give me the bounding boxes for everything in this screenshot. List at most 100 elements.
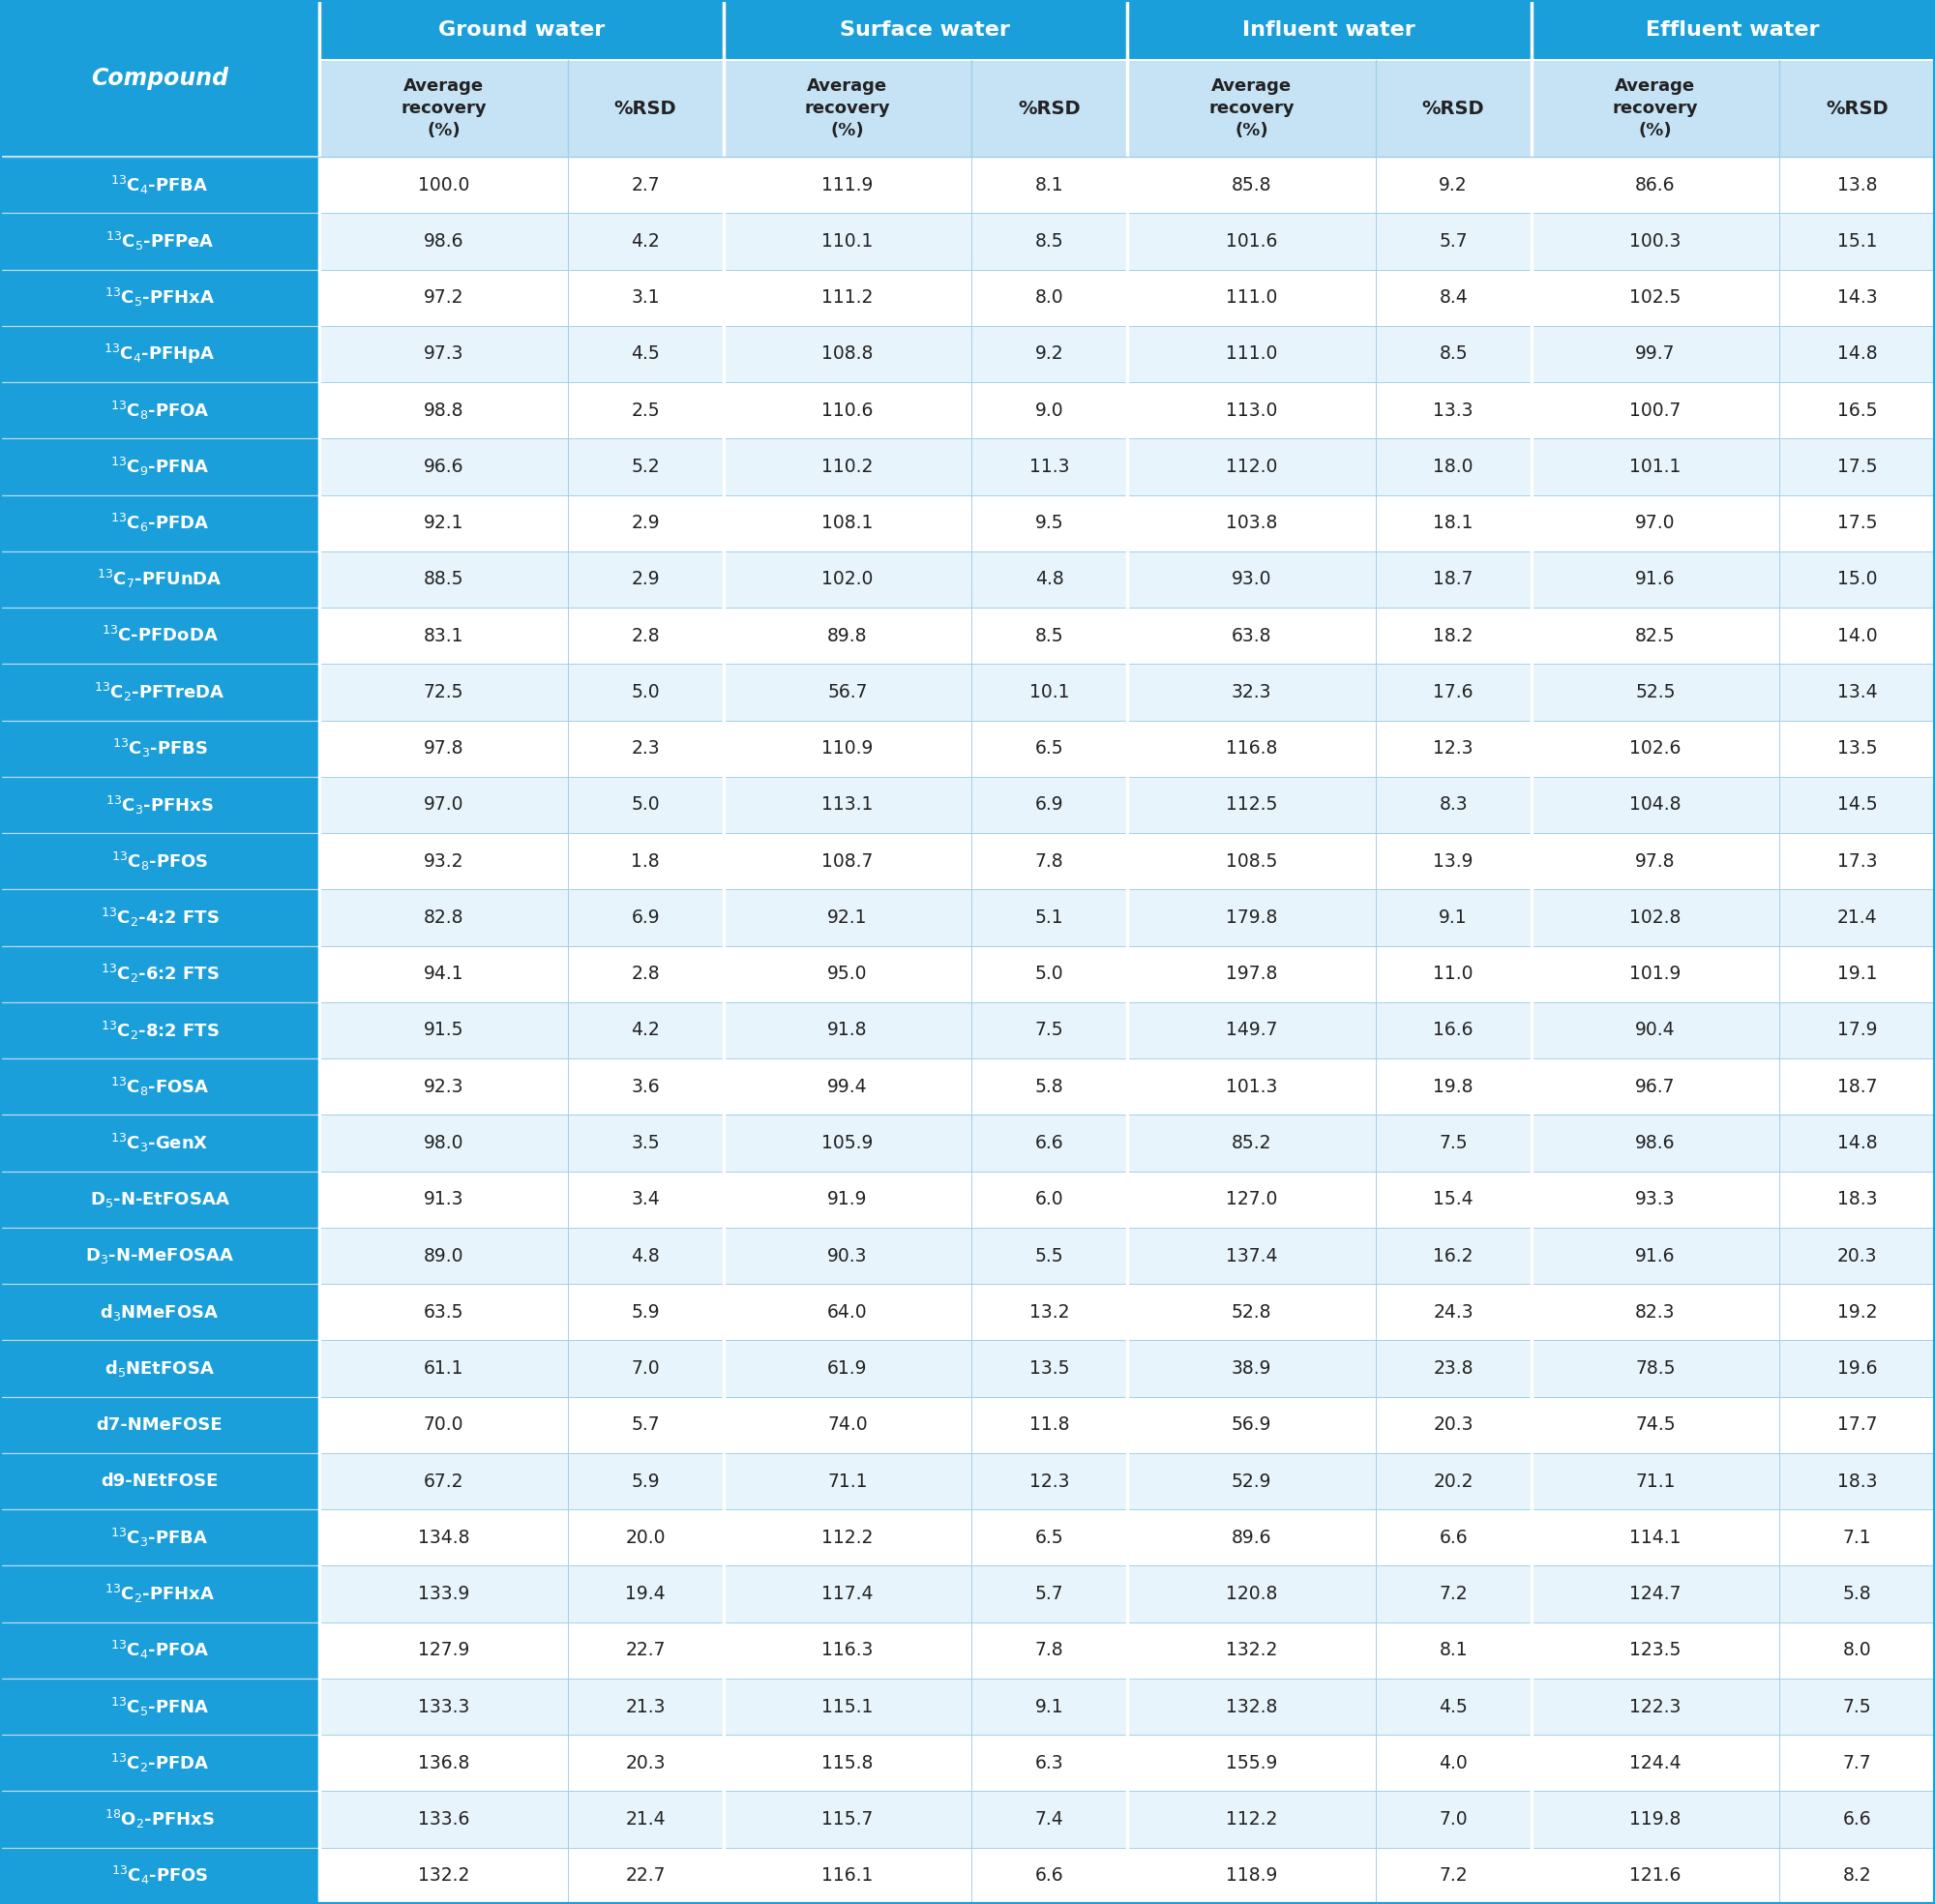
Bar: [567, 1283, 724, 1340]
Text: 85.8: 85.8: [1231, 175, 1271, 194]
Text: 108.8: 108.8: [822, 345, 873, 364]
Bar: [1531, 1622, 1780, 1679]
Bar: [1531, 1735, 1780, 1792]
Bar: [567, 61, 724, 156]
Bar: [567, 1679, 724, 1735]
Text: 97.0: 97.0: [1635, 514, 1676, 533]
Bar: [319, 438, 567, 495]
Bar: [971, 720, 1126, 777]
Text: 92.3: 92.3: [424, 1078, 464, 1097]
Text: 7.5: 7.5: [1440, 1135, 1467, 1152]
Bar: [1780, 213, 1935, 270]
Bar: [567, 438, 724, 495]
Bar: [1531, 1679, 1780, 1735]
Text: 71.1: 71.1: [1635, 1472, 1676, 1491]
Text: 8.1: 8.1: [1440, 1641, 1467, 1660]
Text: 92.1: 92.1: [828, 908, 867, 927]
Bar: [319, 61, 567, 156]
Bar: [971, 438, 1126, 495]
Text: 6.5: 6.5: [1035, 1529, 1064, 1546]
Text: 11.3: 11.3: [1029, 457, 1070, 476]
Text: 122.3: 122.3: [1629, 1698, 1682, 1716]
Text: 9.2: 9.2: [1440, 175, 1467, 194]
Text: 98.0: 98.0: [424, 1135, 464, 1152]
Bar: [971, 156, 1126, 213]
Bar: [971, 552, 1126, 607]
Bar: [319, 607, 567, 664]
Bar: [1376, 326, 1531, 383]
Text: 21.4: 21.4: [625, 1811, 666, 1828]
Text: 90.3: 90.3: [828, 1247, 867, 1264]
Bar: [0, 1398, 319, 1453]
Text: 3.1: 3.1: [631, 288, 660, 307]
Bar: [1780, 1002, 1935, 1059]
Text: %RSD: %RSD: [1422, 99, 1484, 118]
Text: D$_{5}$-N-EtFOSAA: D$_{5}$-N-EtFOSAA: [89, 1190, 230, 1209]
Text: 6.5: 6.5: [1035, 739, 1064, 758]
Text: 124.4: 124.4: [1629, 1754, 1682, 1773]
Text: 38.9: 38.9: [1231, 1359, 1271, 1378]
Bar: [971, 834, 1126, 889]
Bar: [0, 1847, 319, 1904]
Text: 6.9: 6.9: [1035, 796, 1064, 815]
Bar: [1126, 1565, 1376, 1622]
Text: 9.0: 9.0: [1035, 402, 1064, 419]
Text: 82.5: 82.5: [1635, 626, 1676, 645]
Text: 8.2: 8.2: [1842, 1866, 1871, 1885]
Bar: [971, 1565, 1126, 1622]
Text: 52.5: 52.5: [1635, 684, 1676, 701]
Bar: [1376, 438, 1531, 495]
Bar: [0, 1735, 319, 1792]
Bar: [319, 946, 567, 1002]
Text: 13.2: 13.2: [1029, 1302, 1070, 1321]
Bar: [724, 552, 971, 607]
Text: 17.5: 17.5: [1836, 514, 1877, 533]
Bar: [567, 552, 724, 607]
Text: $^{13}$C$_{2}$-4:2 FTS: $^{13}$C$_{2}$-4:2 FTS: [101, 906, 219, 929]
Text: 102.5: 102.5: [1629, 288, 1682, 307]
Text: 2.8: 2.8: [631, 626, 660, 645]
Bar: [971, 1116, 1126, 1171]
Text: 7.4: 7.4: [1035, 1811, 1064, 1828]
Bar: [0, 495, 319, 552]
Text: 115.8: 115.8: [822, 1754, 873, 1773]
Bar: [1531, 213, 1780, 270]
Text: 83.1: 83.1: [424, 626, 464, 645]
Bar: [0, 326, 319, 383]
Text: 5.9: 5.9: [631, 1472, 660, 1491]
Text: 7.8: 7.8: [1035, 853, 1064, 870]
Text: 74.0: 74.0: [828, 1417, 867, 1434]
Text: 117.4: 117.4: [822, 1584, 873, 1603]
Text: $^{13}$C$_{8}$-PFOA: $^{13}$C$_{8}$-PFOA: [110, 400, 209, 421]
Bar: [1376, 213, 1531, 270]
Bar: [0, 1679, 319, 1735]
Text: $^{13}$C-PFDoDA: $^{13}$C-PFDoDA: [101, 626, 219, 645]
Text: 5.0: 5.0: [631, 684, 660, 701]
Bar: [1376, 1283, 1531, 1340]
Bar: [0, 834, 319, 889]
Bar: [567, 607, 724, 664]
Bar: [1126, 1398, 1376, 1453]
Bar: [567, 1622, 724, 1679]
Bar: [1376, 1002, 1531, 1059]
Bar: [1780, 607, 1935, 664]
Bar: [1376, 61, 1531, 156]
Bar: [971, 607, 1126, 664]
Text: 13.3: 13.3: [1434, 402, 1473, 419]
Text: 110.2: 110.2: [822, 457, 873, 476]
Text: 88.5: 88.5: [424, 571, 464, 588]
Bar: [1376, 1679, 1531, 1735]
Text: 101.6: 101.6: [1225, 232, 1277, 251]
Bar: [1376, 946, 1531, 1002]
Bar: [1780, 1228, 1935, 1283]
Text: 61.1: 61.1: [424, 1359, 464, 1378]
Bar: [1780, 946, 1935, 1002]
Bar: [319, 834, 567, 889]
Bar: [0, 1116, 319, 1171]
Text: 13.8: 13.8: [1836, 175, 1877, 194]
Text: 70.0: 70.0: [424, 1417, 464, 1434]
Bar: [1376, 834, 1531, 889]
Bar: [0, 1510, 319, 1565]
Text: 67.2: 67.2: [424, 1472, 464, 1491]
Text: 113.0: 113.0: [1225, 402, 1277, 419]
